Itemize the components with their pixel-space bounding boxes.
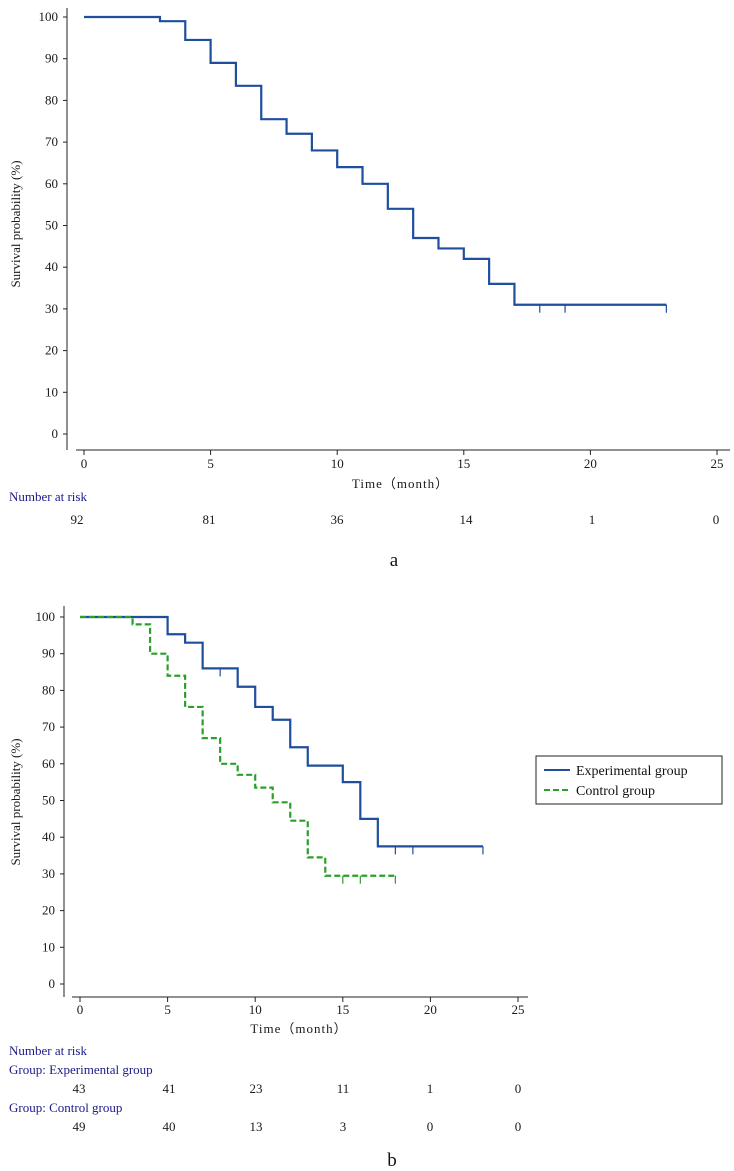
y-tick-label: 50 [42, 793, 55, 808]
x-tick-label: 5 [164, 1002, 171, 1017]
risk-count: 0 [515, 1081, 522, 1096]
y-tick-label: 90 [45, 51, 58, 66]
x-axis-label: Time（month） [352, 476, 449, 491]
risk-count: 36 [331, 512, 345, 527]
risk-count: 13 [250, 1119, 263, 1134]
y-tick-label: 60 [42, 756, 55, 771]
x-tick-label: 15 [457, 456, 470, 471]
x-tick-label: 10 [331, 456, 344, 471]
risk-count: 41 [163, 1081, 176, 1096]
x-tick-label: 5 [207, 456, 214, 471]
y-tick-label: 20 [42, 903, 55, 918]
survival-line-primary [80, 615, 483, 848]
y-tick-label: 50 [45, 218, 58, 233]
risk-count: 43 [73, 1081, 86, 1096]
y-tick-label: 10 [42, 939, 55, 954]
risk-row-label: Group: Experimental group [9, 1062, 153, 1077]
y-tick-label: 70 [42, 719, 55, 734]
risk-count: 1 [589, 512, 596, 527]
x-tick-label: 10 [249, 1002, 262, 1017]
y-tick-label: 100 [39, 9, 59, 24]
y-tick-label: 100 [36, 609, 56, 624]
risk-count: 11 [337, 1081, 350, 1096]
panel-label: b [387, 1150, 397, 1171]
risk-count: 92 [71, 512, 84, 527]
x-tick-label: 0 [81, 456, 88, 471]
risk-count: 1 [427, 1081, 434, 1096]
y-tick-label: 70 [45, 134, 58, 149]
risk-count: 40 [163, 1119, 176, 1134]
survival-line-primary [84, 15, 667, 306]
risk-count: 0 [515, 1119, 522, 1134]
legend-label: Control group [576, 784, 655, 799]
y-tick-label: 30 [45, 301, 58, 316]
risk-row-label: Group: Control group [9, 1100, 122, 1115]
legend-box [535, 755, 723, 805]
risk-table: Number at risk 92 81 36 14 1 0 [9, 489, 719, 527]
x-tick-label: 25 [711, 456, 724, 471]
legend-label: Experimental group [576, 764, 688, 779]
y-tick-label: 0 [49, 976, 56, 991]
legend: Experimental group Control group [535, 755, 723, 805]
x-tick-label: 15 [336, 1002, 349, 1017]
y-axis-label: Survival probability (%) [8, 738, 23, 865]
y-tick-label: 30 [42, 866, 55, 881]
risk-count: 49 [73, 1119, 86, 1134]
y-tick-label: 40 [42, 829, 55, 844]
risk-table-title: Number at risk [9, 1043, 87, 1058]
x-tick-label: 0 [77, 1002, 84, 1017]
risk-table: Number at risk Group: Experimental group 4… [9, 1043, 521, 1134]
x-tick-label: 20 [584, 456, 597, 471]
y-tick-label: 90 [42, 646, 55, 661]
y-tick-label: 0 [52, 426, 59, 441]
risk-count: 23 [250, 1081, 263, 1096]
risk-count: 14 [460, 512, 474, 527]
x-tick-label: 25 [512, 1002, 525, 1017]
x-axis-label: Time（month） [250, 1021, 347, 1036]
y-tick-label: 40 [45, 259, 58, 274]
y-tick-label: 10 [45, 384, 58, 399]
risk-count: 81 [203, 512, 216, 527]
survival-line-secondary [80, 615, 396, 877]
panel-label: a [390, 550, 399, 571]
risk-table-title: Number at risk [9, 489, 87, 504]
y-tick-label: 20 [45, 343, 58, 358]
y-tick-label: 80 [42, 682, 55, 697]
risk-count: 0 [427, 1119, 434, 1134]
y-axis-label: Survival probability (%) [8, 160, 23, 287]
x-tick-label: 20 [424, 1002, 437, 1017]
risk-count: 3 [340, 1119, 347, 1134]
risk-count: 0 [713, 512, 720, 527]
y-tick-label: 60 [45, 176, 58, 191]
y-tick-label: 80 [45, 92, 58, 107]
